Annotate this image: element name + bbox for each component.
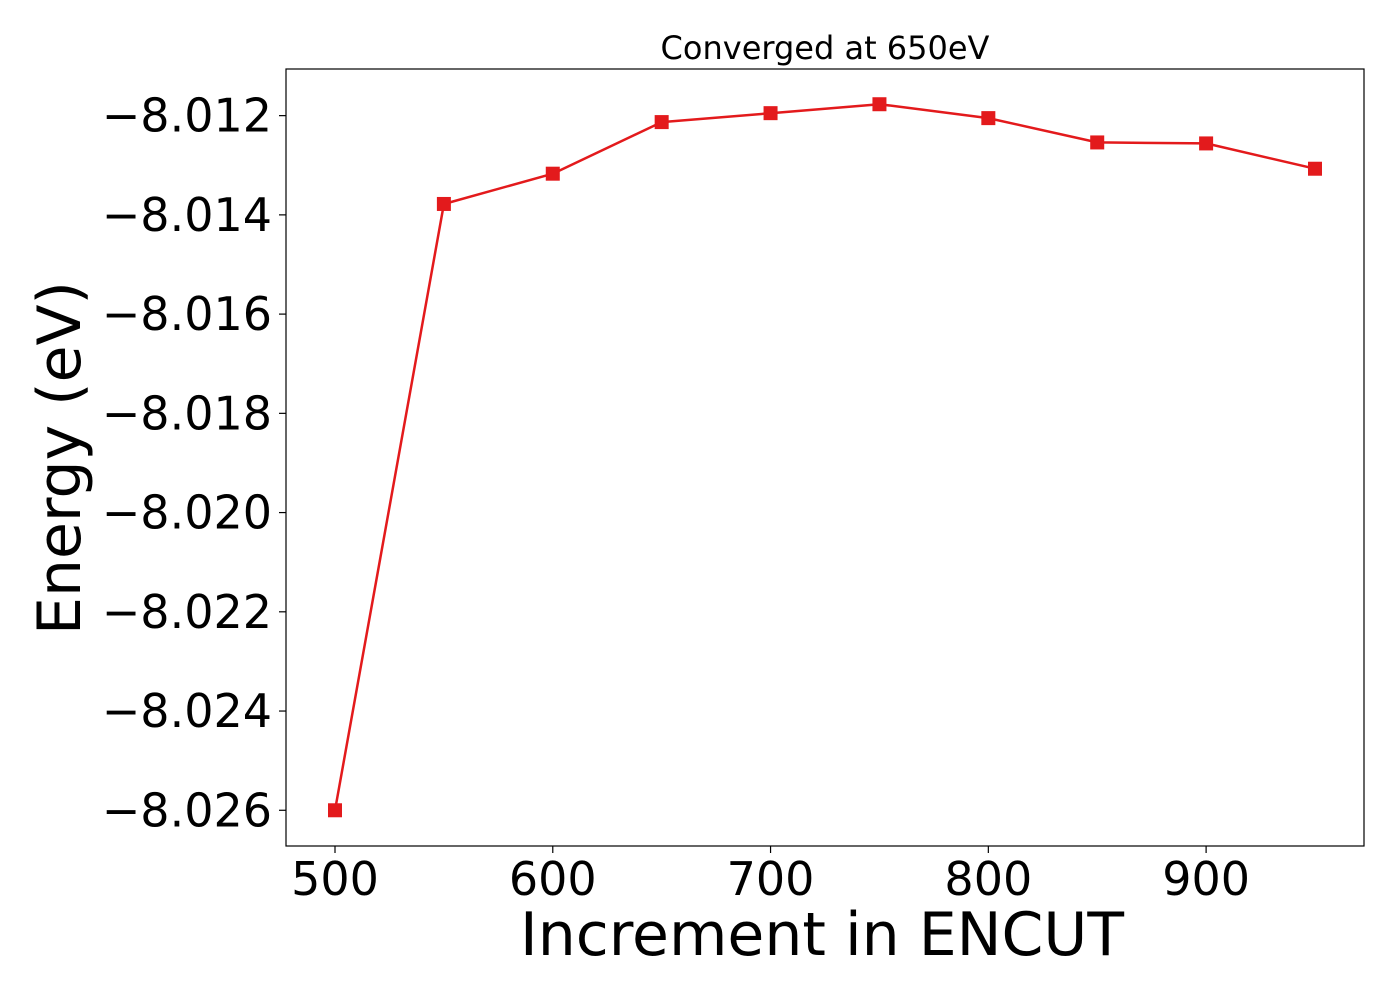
y-tick-label: −8.026 — [102, 783, 272, 837]
series-group — [328, 97, 1322, 818]
y-tick-label: −8.024 — [102, 684, 272, 738]
y-tick-label: −8.018 — [102, 386, 272, 440]
data-point-marker — [1199, 136, 1214, 151]
plot-frame — [285, 68, 1365, 847]
y-tick-label: −8.016 — [102, 287, 272, 341]
series-line — [333, 102, 1316, 811]
y-tick-label: −8.020 — [102, 486, 272, 540]
y-axis-label: Energy (eV) — [25, 281, 95, 635]
x-axis-label: Increment in ENCUT — [520, 900, 1124, 970]
data-point-marker — [1090, 135, 1105, 150]
y-axis: −8.026 −8.024 −8.022 −8.020 −8.018 −8.016 −8.0… — [102, 89, 286, 837]
x-tick-label: 600 — [509, 852, 597, 906]
data-point-marker — [1308, 161, 1322, 176]
data-point-marker — [654, 115, 669, 130]
data-point-marker — [545, 166, 560, 181]
x-tick-label: 800 — [944, 852, 1032, 906]
x-tick-label: 500 — [291, 852, 379, 906]
x-tick-label: 700 — [727, 852, 815, 906]
y-tick-label: −8.012 — [102, 89, 272, 143]
data-point-marker — [328, 803, 342, 818]
data-point-marker — [436, 196, 451, 211]
y-tick-label: −8.014 — [102, 188, 272, 242]
x-tick-label: 900 — [1162, 852, 1250, 906]
chart-title: Converged at 650eV — [661, 29, 990, 67]
data-point-marker — [763, 106, 778, 121]
x-axis: 500 600 700 800 900 — [291, 846, 1250, 906]
data-point-marker — [872, 97, 887, 112]
data-point-marker — [981, 111, 996, 126]
y-tick-label: −8.022 — [102, 585, 272, 639]
